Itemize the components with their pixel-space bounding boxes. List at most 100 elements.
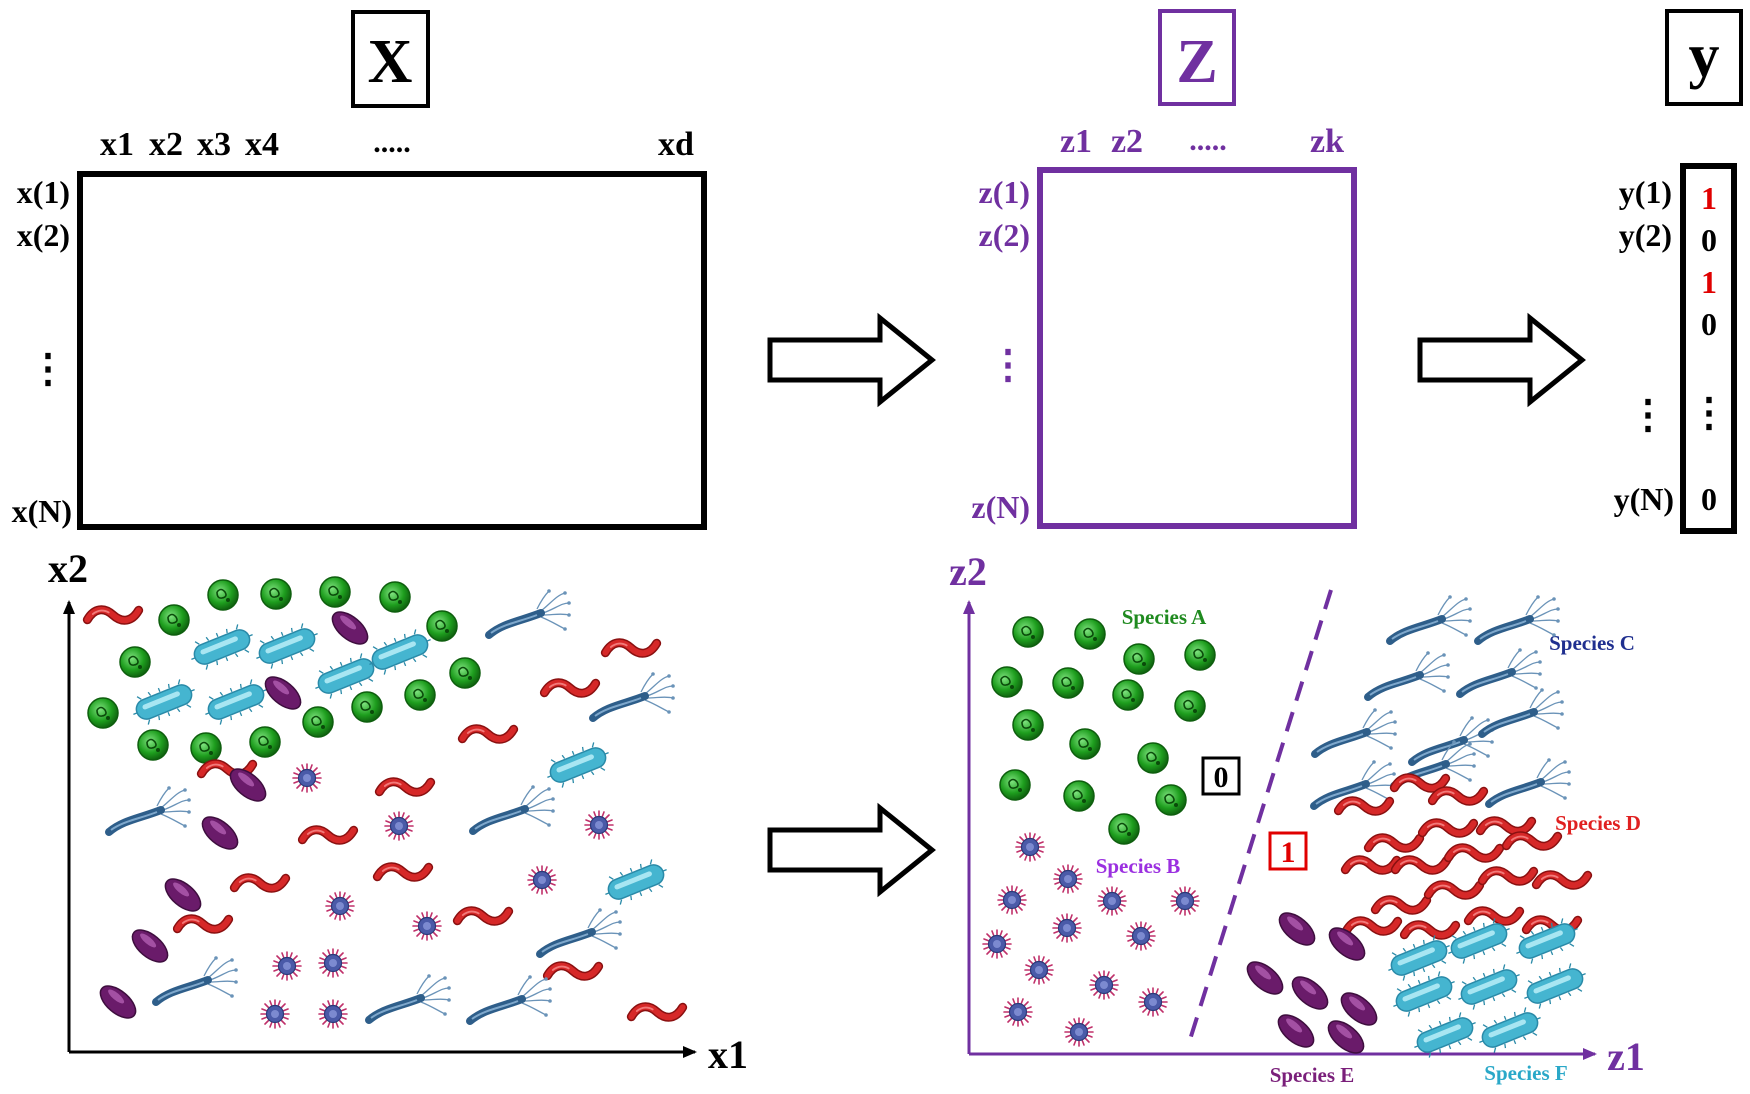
matrix-x-row-label: x(N) (12, 493, 72, 529)
purple-bacterium-icon (159, 872, 207, 918)
purple-bacterium-icon (1272, 1008, 1320, 1054)
flagellated-bacterium-icon (109, 786, 191, 832)
green-coccus-icon (249, 726, 281, 758)
spiky-virus-icon (1024, 955, 1054, 985)
flagellated-bacterium-icon (1412, 716, 1494, 762)
species-label: Species D (1555, 811, 1641, 835)
spiky-virus-icon (325, 891, 355, 921)
spiky-virus-icon (318, 948, 348, 978)
spiky-virus-icon (527, 865, 557, 895)
green-coccus-icon (87, 697, 119, 729)
vector-y-row-label: y(N) (1614, 481, 1674, 517)
green-coccus-icon (302, 706, 334, 738)
flagellated-bacterium-icon (489, 589, 571, 635)
matrix-z-title: Z (1176, 28, 1217, 96)
green-coccus-icon (999, 769, 1031, 801)
x1-axis-label: x1 (708, 1032, 748, 1077)
vector-y-value: 1 (1701, 264, 1717, 300)
spiky-virus-icon (1097, 886, 1127, 916)
red-spirillum-icon (86, 606, 139, 624)
decision-boundary (1186, 589, 1333, 1047)
green-coccus-icon (1012, 709, 1044, 741)
vector-y-box (1680, 163, 1737, 534)
spiky-virus-icon (1138, 987, 1168, 1017)
spiky-virus-icon (260, 999, 290, 1029)
purple-bacterium-icon (1286, 970, 1334, 1016)
matrix-z-col-label: z1 (1060, 123, 1092, 160)
vector-y-value: 1 (1701, 180, 1717, 216)
green-coccus-icon (1123, 643, 1155, 675)
red-spirillum-icon (604, 639, 657, 657)
spiky-virus-icon (1126, 921, 1156, 951)
flagellated-bacterium-icon (156, 956, 238, 1002)
red-spirillum-icon (1427, 881, 1480, 899)
red-spirillum-icon (1535, 871, 1588, 889)
vector-y-row-label: y(2) (1619, 217, 1672, 253)
spiky-virus-icon (1015, 832, 1045, 862)
region-label: 1 (1281, 836, 1296, 869)
green-coccus-icon (137, 729, 169, 761)
matrix-z-row-label: ⋮ (988, 342, 1028, 387)
green-coccus-icon (1052, 667, 1084, 699)
species-label: Species C (1549, 631, 1635, 655)
vector-y-value: ⋮ (1689, 390, 1729, 435)
cyan-bacillus-icon (185, 619, 259, 675)
flagellated-bacterium-icon (1390, 595, 1472, 641)
red-spirillum-icon (1344, 856, 1397, 874)
green-coccus-icon (404, 679, 436, 711)
cyan-bacillus-icon (250, 618, 324, 674)
species-label: Species F (1484, 1061, 1567, 1085)
cyan-bacillus-icon (127, 674, 201, 730)
spiky-virus-icon (982, 929, 1012, 959)
green-coccus-icon (379, 581, 411, 613)
red-spirillum-icon (378, 778, 431, 796)
flagellated-bacterium-icon (1489, 758, 1571, 804)
arrow-right-icon (767, 802, 936, 898)
matrix-z-col-label: ..... (1189, 124, 1227, 157)
region-label: 0 (1214, 761, 1229, 794)
red-spirillum-icon (1431, 787, 1484, 805)
green-coccus-icon (1012, 616, 1044, 648)
spiky-virus-icon (384, 811, 414, 841)
green-coccus-icon (119, 646, 151, 678)
red-spirillum-icon (1421, 819, 1474, 837)
arrow-right-icon (767, 312, 936, 408)
flagellated-bacterium-icon (1315, 708, 1397, 754)
vector-y-row-label: y(1) (1619, 174, 1672, 210)
spiky-virus-icon (412, 911, 442, 941)
green-coccus-icon (1074, 618, 1106, 650)
flagellated-bacterium-icon (1460, 648, 1542, 694)
vector-y-title-box (1665, 9, 1743, 106)
red-spirillum-icon (546, 962, 599, 980)
cyan-bacillus-icon (1452, 959, 1526, 1015)
matrix-x-row-label: x(2) (17, 217, 70, 253)
green-coccus-icon (158, 604, 190, 636)
spiky-virus-icon (272, 951, 302, 981)
z1-axis-label: z1 (1607, 1034, 1645, 1079)
matrix-x-col-label: x3 (197, 126, 231, 163)
species-label: Species A (1122, 605, 1207, 629)
cyan-bacillus-icon (1382, 930, 1456, 986)
species-label: Species B (1096, 854, 1181, 878)
purple-bacterium-icon (1241, 955, 1289, 1001)
purple-bacterium-icon (259, 670, 307, 716)
vector-y-title: y (1689, 22, 1720, 90)
matrix-x-title-box (351, 10, 430, 108)
green-coccus-icon (426, 610, 458, 642)
red-spirillum-icon (1394, 856, 1447, 874)
raw-organisms (86, 576, 683, 1029)
region-label-box (1201, 756, 1241, 796)
green-coccus-icon (1137, 742, 1169, 774)
matrix-z-box (1037, 167, 1357, 529)
spiky-virus-icon (292, 763, 322, 793)
spiky-virus-icon (997, 885, 1027, 915)
matrix-z-col-label: z2 (1111, 123, 1143, 160)
green-coccus-icon (1069, 728, 1101, 760)
vector-y-value: 0 (1701, 481, 1717, 517)
flagellated-bacterium-icon (1478, 595, 1560, 641)
vector-y-value: 0 (1701, 222, 1717, 258)
red-spirillum-icon (1374, 896, 1427, 914)
red-spirillum-icon (1345, 917, 1398, 935)
red-spirillum-icon (301, 826, 354, 844)
arrow-right-icon (1417, 312, 1586, 408)
